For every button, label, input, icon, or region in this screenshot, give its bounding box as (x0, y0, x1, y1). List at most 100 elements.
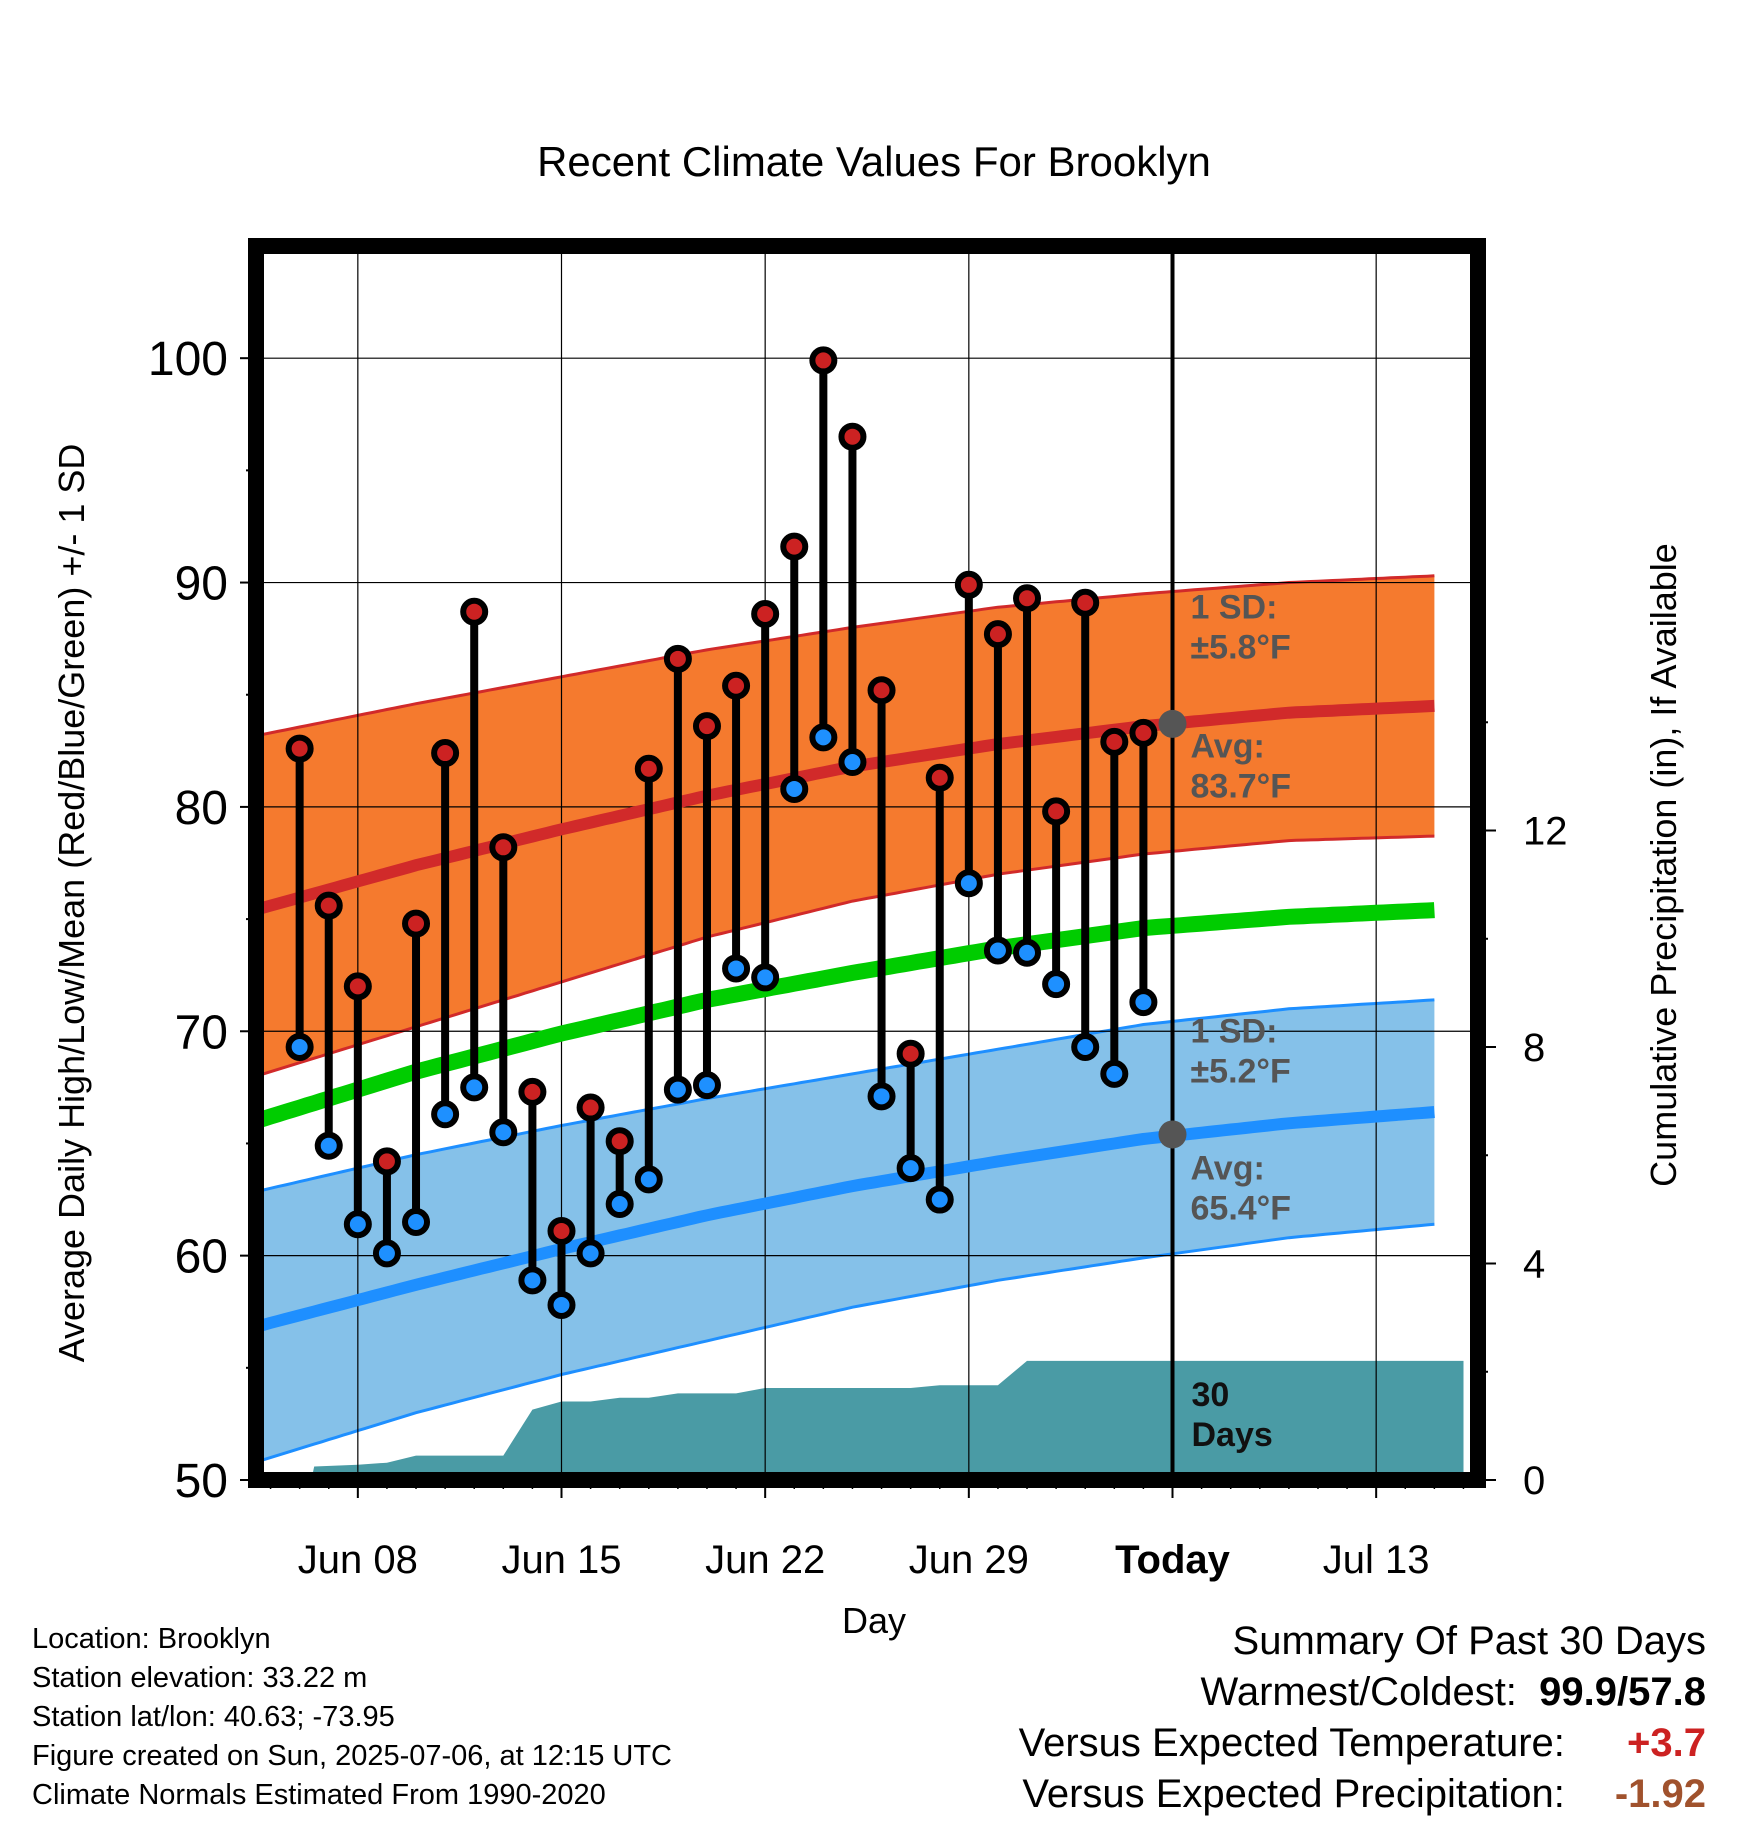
high-avg-annotation-line: 83.7°F (1191, 768, 1292, 806)
station-info: Location: Brooklyn Station elevation: 33… (32, 1620, 672, 1815)
low-temp-point (460, 1073, 489, 1102)
high-temp-point (1129, 718, 1158, 747)
y2-tick-label: 8 (1523, 1026, 1545, 1070)
high-temp-point (460, 597, 489, 626)
today-low-avg-marker (1158, 1120, 1187, 1149)
high-temp-point (518, 1077, 547, 1106)
y-tick-label: 60 (175, 1231, 228, 1284)
high-temp-point (751, 599, 780, 628)
low-temp-point (838, 748, 867, 777)
low-temp-point (634, 1165, 663, 1194)
low-temp-point (809, 723, 838, 752)
high-temp-point (722, 671, 751, 700)
low-temp-point (1129, 988, 1158, 1017)
low-temp-point (954, 869, 983, 898)
low-sd-band-lower-edge (256, 1222, 1435, 1464)
axes: 50 60 70 80 90 100 0 4 8 12 Jun 08 Jun 15 Jun 22 Jun … (148, 238, 1568, 1582)
y2-tick-label: 12 (1523, 810, 1568, 854)
normals-text: Climate Normals Estimated From 1990-2020 (32, 1779, 606, 1811)
low-sd-annotation-line: 1 SD: (1191, 1012, 1278, 1050)
low-temp-point (780, 774, 809, 803)
high-temp-point (925, 763, 954, 792)
created-text: Figure created on Sun, 2025-07-06, at 12… (32, 1740, 672, 1772)
plot-content (256, 246, 1478, 1480)
temp-anomaly-value: +3.7 (1627, 1721, 1706, 1765)
high-temp-point (896, 1039, 925, 1068)
high-sd-band-lower-edge (256, 834, 1435, 1078)
low-temp-point (751, 963, 780, 992)
low-temp-point (372, 1239, 401, 1268)
summary-title: Summary Of Past 30 Days (1232, 1619, 1706, 1663)
y2-tick-label: 4 (1523, 1243, 1545, 1287)
high-temp-point (780, 532, 809, 561)
high-temp-point (402, 909, 431, 938)
precip-anomaly-label: Versus Expected Precipitation: (1022, 1772, 1565, 1816)
low-avg-annotation: Avg: 65.4°F (1191, 1149, 1292, 1227)
warm-cold-row: Warmest/Coldest: 99.9/57.8 (1019, 1667, 1706, 1718)
high-temp-point (692, 712, 721, 741)
low-avg-annotation-line: Avg: (1191, 1149, 1265, 1187)
x-tick-label: Jun 22 (705, 1538, 825, 1582)
latlon-text: Station lat/lon: 40.63; -73.95 (32, 1701, 395, 1733)
high-temp-point (372, 1147, 401, 1176)
low-temp-point (1100, 1059, 1129, 1088)
y-tick-label: 100 (148, 333, 228, 386)
low-temp-point (1013, 938, 1042, 967)
high-temp-point (576, 1093, 605, 1122)
high-temp-point (605, 1127, 634, 1156)
high-temp-point (1013, 584, 1042, 613)
low-temp-point (518, 1266, 547, 1295)
high-temp-point (838, 422, 867, 451)
low-temp-point (663, 1075, 692, 1104)
low-temp-point (605, 1190, 634, 1219)
high-temp-point (431, 739, 460, 768)
low-temp-point (431, 1100, 460, 1129)
high-temp-point (285, 734, 314, 763)
high-temp-point (954, 570, 983, 599)
plot-frame (248, 238, 1486, 1488)
today-high-avg-marker (1158, 709, 1187, 738)
high-temp-point (634, 754, 663, 783)
precip-days-annotation-line: 30 (1192, 1376, 1230, 1414)
high-sd-annotation: 1 SD: ±5.8°F (1191, 588, 1291, 666)
x-tick-label: Jun 29 (909, 1538, 1029, 1582)
low-temp-point (692, 1071, 721, 1100)
high-temp-point (547, 1216, 576, 1245)
low-temp-point (343, 1210, 372, 1239)
x-tick-label: Jun 15 (501, 1538, 621, 1582)
precip-anomaly-value: -1.92 (1614, 1772, 1706, 1816)
low-avg-line (256, 1106, 1435, 1333)
precip-area (270, 1360, 1464, 1480)
plot-area (256, 246, 1478, 1480)
low-temp-point (1071, 1032, 1100, 1061)
high-temp-point (983, 620, 1012, 649)
y-tick-label: 70 (175, 1006, 228, 1059)
low-temp-point (896, 1154, 925, 1183)
warmest-value: 99.9 (1539, 1670, 1618, 1714)
high-sd-annotation-line: ±5.8°F (1191, 628, 1291, 666)
x-tick-label: Jul 13 (1323, 1538, 1430, 1582)
low-temp-point (1042, 970, 1071, 999)
low-temp-point (402, 1207, 431, 1236)
slash-separator: / (1617, 1670, 1629, 1714)
high-avg-annotation-line: Avg: (1191, 728, 1265, 766)
high-sd-band-upper-edge (256, 574, 1435, 738)
high-temp-point (489, 833, 518, 862)
low-avg-annotation-line: 65.4°F (1191, 1189, 1292, 1227)
precip-days-annotation: 30 Days (1192, 1376, 1273, 1454)
warm-cold-label: Warmest/Coldest: (1200, 1670, 1517, 1714)
precip-anomaly-row: Versus Expected Precipitation: -1.92 (1019, 1769, 1706, 1820)
low-temp-point (722, 954, 751, 983)
coldest-value: 57.8 (1628, 1670, 1706, 1714)
x-axis-title: Day (842, 1600, 906, 1641)
low-temp-point (314, 1131, 343, 1160)
y-tick-label: 80 (175, 782, 228, 835)
low-temp-point (489, 1118, 518, 1147)
mean-avg-line (256, 902, 1435, 1129)
high-temp-point (663, 644, 692, 673)
low-temp-point (285, 1032, 314, 1061)
temp-anomaly-label: Versus Expected Temperature: (1018, 1721, 1565, 1765)
location-text: Location: Brooklyn (32, 1623, 271, 1655)
